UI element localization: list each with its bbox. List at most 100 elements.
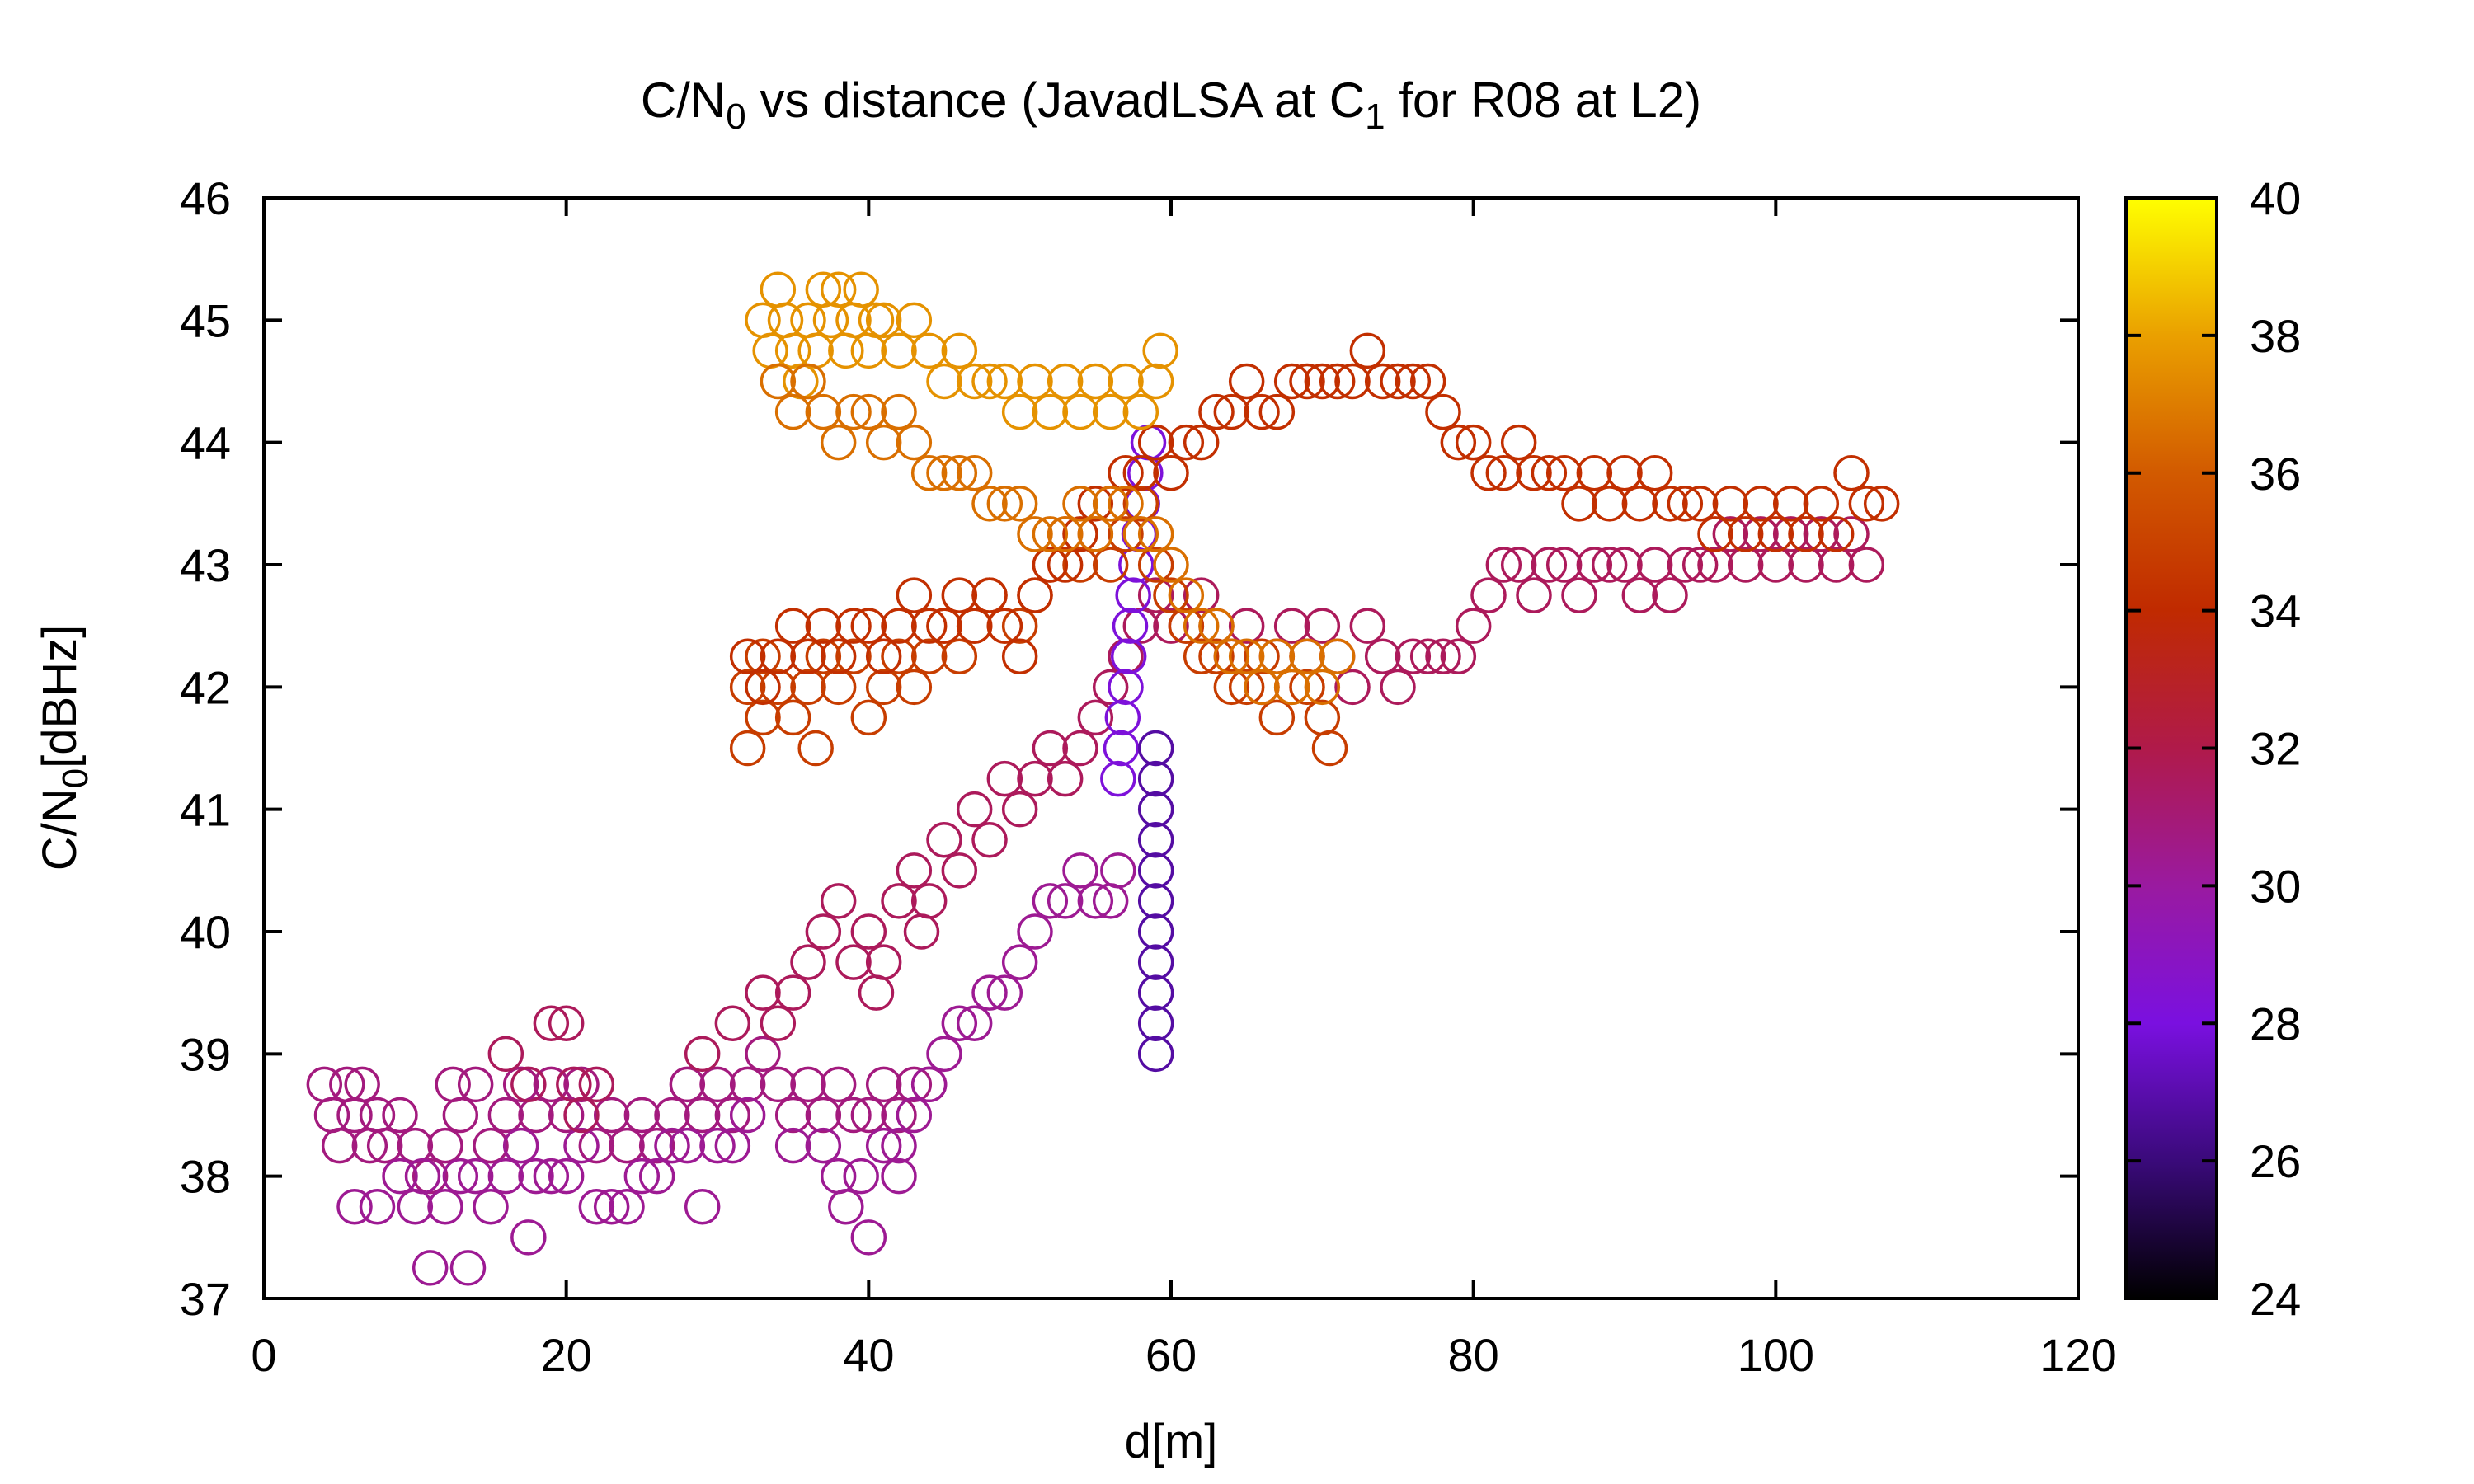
data-point: [1108, 669, 1144, 706]
data-point: [850, 1219, 887, 1256]
data-point: [910, 332, 948, 369]
data-point: [1108, 516, 1144, 552]
data-point: [850, 393, 887, 430]
data-point: [1319, 638, 1356, 674]
data-point: [774, 608, 811, 644]
data-point: [1757, 516, 1794, 552]
data-point: [510, 1066, 547, 1103]
data-point: [858, 302, 895, 339]
data-point: [1032, 547, 1069, 583]
data-point: [1803, 516, 1840, 552]
data-point: [1001, 393, 1038, 430]
data-point: [1848, 486, 1885, 522]
data-point: [1334, 363, 1371, 400]
data-point: [896, 1097, 933, 1134]
data-point: [1103, 730, 1140, 767]
data-point: [1108, 363, 1144, 400]
data-point: [669, 1066, 706, 1103]
data-point: [1470, 455, 1507, 491]
data-point: [1047, 363, 1084, 400]
data-point: [1017, 577, 1053, 613]
data-point: [1863, 486, 1900, 522]
data-point: [1137, 791, 1174, 828]
data-point: [1062, 393, 1098, 430]
data-point: [797, 332, 834, 369]
data-point: [865, 302, 902, 339]
data-point: [1425, 393, 1461, 430]
data-point: [1334, 669, 1371, 706]
data-point: [669, 1127, 706, 1164]
data-point: [956, 455, 993, 491]
data-point: [1137, 760, 1174, 797]
data-point: [487, 1158, 524, 1195]
data-point: [1757, 547, 1794, 583]
data-point: [1304, 699, 1341, 736]
data-point: [714, 1097, 751, 1134]
data-point: [1681, 547, 1719, 583]
data-point: [427, 1189, 463, 1225]
data-point: [1198, 638, 1235, 674]
data-point: [578, 1066, 615, 1103]
data-point: [1258, 638, 1296, 674]
data-point: [896, 1066, 933, 1103]
data-point: [1168, 577, 1205, 613]
data-point: [1032, 730, 1069, 767]
data-point: [1591, 547, 1628, 583]
data-point: [1440, 638, 1477, 674]
data-point: [1833, 455, 1870, 491]
y-axis-label: C/N0[dBHz]: [33, 625, 96, 871]
data-point: [548, 1005, 585, 1041]
data-point: [1621, 577, 1658, 613]
data-point: [1425, 638, 1461, 674]
data-point: [1137, 547, 1174, 583]
data-point: [865, 669, 902, 706]
data-point: [1304, 363, 1341, 400]
data-point: [971, 577, 1008, 613]
data-point: [926, 363, 962, 400]
data-point: [1470, 577, 1507, 613]
data-point: [382, 1158, 418, 1195]
data-point: [502, 1127, 539, 1164]
data-point: [1077, 516, 1114, 552]
data-point: [533, 1005, 570, 1041]
data-point: [1380, 669, 1416, 706]
data-point: [442, 1097, 479, 1134]
data-point: [1198, 393, 1235, 430]
data-point: [805, 638, 842, 674]
data-point: [1137, 822, 1174, 858]
data-point: [1500, 547, 1537, 583]
data-point: [790, 363, 826, 400]
data-point: [729, 1097, 766, 1134]
data-point: [850, 1097, 887, 1134]
data-point: [1213, 638, 1250, 674]
data-point: [903, 913, 940, 950]
data-point: [336, 1189, 373, 1225]
data-point: [805, 1097, 842, 1134]
data-point: [1001, 486, 1038, 522]
data-point: [910, 638, 948, 674]
data-point: [1349, 332, 1386, 369]
data-point: [382, 1097, 418, 1134]
colorbar-tick-label: 28: [2250, 998, 2301, 1050]
data-point: [1636, 455, 1673, 491]
data-point: [790, 944, 826, 980]
data-point: [1652, 577, 1688, 613]
data-point: [1576, 547, 1613, 583]
data-point: [518, 1158, 554, 1195]
chart-title: C/N0 vs distance (JavadLSA at C1 for R08…: [641, 73, 1701, 137]
data-point: [1100, 760, 1136, 797]
data-point: [1409, 363, 1446, 400]
data-point: [1092, 393, 1129, 430]
data-point: [1137, 1005, 1174, 1041]
data-point: [1273, 363, 1310, 400]
data-point: [1112, 608, 1149, 644]
data-point: [1364, 638, 1401, 674]
data-point: [760, 669, 797, 706]
data-point: [1062, 730, 1098, 767]
data-point: [1153, 547, 1189, 583]
data-point: [881, 1097, 917, 1134]
data-point: [1304, 608, 1341, 644]
data-point: [1001, 944, 1038, 980]
data-point: [745, 699, 781, 736]
colorbar-tick-label: 38: [2250, 310, 2301, 362]
